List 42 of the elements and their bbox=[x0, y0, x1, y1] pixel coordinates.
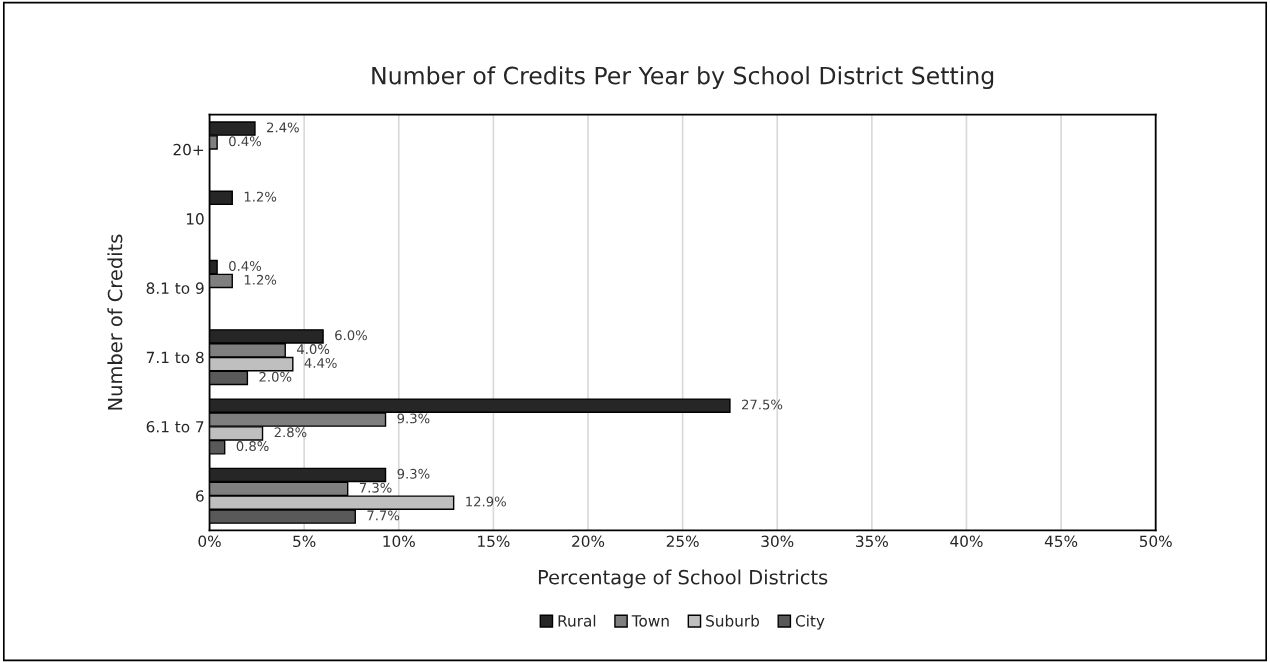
legend-label: City bbox=[795, 614, 825, 630]
data-label: 9.3% bbox=[397, 413, 430, 424]
y-axis-title: Number of Credits bbox=[107, 234, 123, 410]
data-label: 6.0% bbox=[335, 330, 367, 341]
x-tick-label: 20% bbox=[572, 535, 605, 548]
data-label: 7.7% bbox=[367, 510, 400, 521]
y-tick-label: 8.1 to 9 bbox=[146, 282, 204, 294]
legend-label: Town bbox=[631, 615, 669, 627]
data-label: 9.3% bbox=[397, 468, 430, 479]
data-label: 0.8% bbox=[236, 441, 269, 452]
data-label: 4.4% bbox=[304, 357, 337, 368]
y-tick-label: 7.1 to 8 bbox=[146, 351, 204, 364]
y-tick-label: 20+ bbox=[173, 143, 204, 156]
y-tick-label: 10 bbox=[186, 213, 204, 225]
x-tick-label: 0% bbox=[198, 535, 221, 548]
x-tick-label: 40% bbox=[950, 535, 983, 548]
data-label: 4.0% bbox=[297, 344, 330, 355]
legend-label: Rural bbox=[558, 614, 596, 627]
x-tick-label: 10% bbox=[383, 535, 415, 548]
y-tick-label: 6.1 to 7 bbox=[146, 420, 204, 433]
data-label: 1.2% bbox=[244, 274, 277, 285]
x-tick-label: 45% bbox=[1044, 535, 1078, 548]
bar bbox=[209, 190, 233, 206]
x-axis-title: Percentage of School Districts bbox=[538, 569, 828, 589]
y-tick-label: 6 bbox=[196, 490, 204, 502]
x-tick-label: 50% bbox=[1139, 535, 1172, 548]
data-label: 12.9% bbox=[466, 496, 506, 507]
data-label: 2.8% bbox=[274, 427, 307, 438]
data-label: 2.0% bbox=[259, 371, 292, 382]
x-tick-label: 30% bbox=[761, 535, 794, 548]
x-tick-label: 35% bbox=[856, 535, 888, 548]
data-label: 7.3% bbox=[359, 482, 392, 493]
data-label: 0.4% bbox=[229, 260, 262, 271]
x-tick-label: 25% bbox=[666, 535, 699, 548]
data-label: 0.4% bbox=[229, 136, 262, 147]
data-label: 27.5% bbox=[742, 399, 783, 410]
data-label: 2.4% bbox=[267, 122, 299, 133]
chart-title: Number of Credits Per Year by School District Setting bbox=[372, 66, 994, 90]
data-label: 1.2% bbox=[244, 191, 277, 202]
x-tick-label: 15% bbox=[478, 535, 510, 548]
x-tick-label: 5% bbox=[293, 535, 316, 548]
legend-label: Suburb bbox=[706, 614, 760, 627]
